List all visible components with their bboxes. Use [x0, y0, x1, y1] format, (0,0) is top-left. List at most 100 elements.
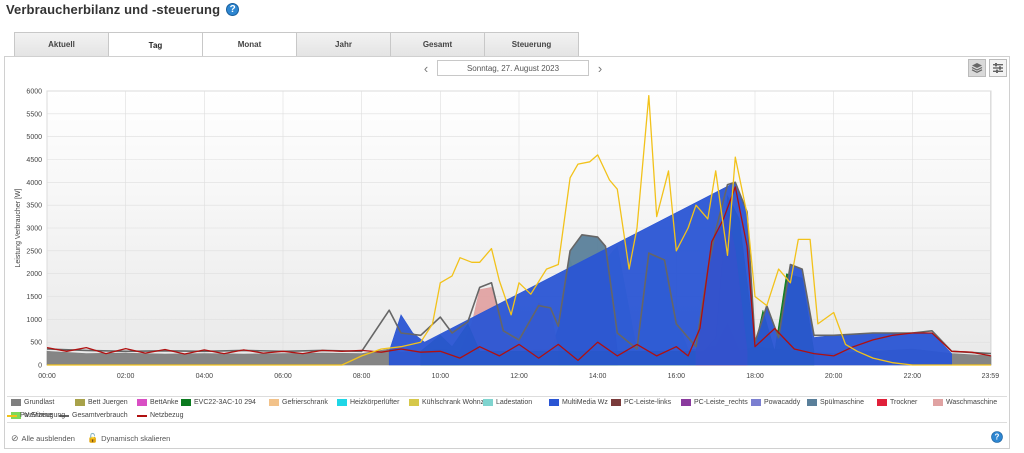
y-tick-label: 4500 — [26, 157, 42, 164]
legend-item-heizk-rperl-fter[interactable]: Heizkörperlüfter — [337, 399, 399, 406]
legend-swatch — [751, 399, 761, 406]
legend-label: PV-Erzeugung — [20, 412, 66, 419]
legend-label: Gesamtverbrauch — [72, 412, 128, 419]
legend-swatch — [181, 399, 191, 406]
legend-label: Waschmaschine — [946, 399, 998, 406]
legend-swatch — [75, 399, 85, 406]
layers-view-button[interactable] — [968, 59, 986, 77]
y-tick-label: 3000 — [26, 226, 42, 233]
hide-all-button[interactable]: ⊘ Alle ausblenden — [11, 433, 75, 444]
y-tick-label: 1500 — [26, 294, 42, 301]
help-icon[interactable]: ? — [991, 431, 1003, 443]
list-settings-icon — [993, 63, 1003, 73]
chart-footer: ⊘ Alle ausblenden 🔓 Dynamisch skalieren — [11, 433, 182, 444]
eye-slash-icon: ⊘ — [11, 433, 19, 443]
legend-swatch — [409, 399, 419, 406]
x-tick-label: 08:00 — [353, 373, 371, 380]
legend-item-multimedia-wz[interactable]: MultiMedia Wz — [549, 399, 608, 406]
legend-item-powacaddy[interactable]: Powacaddy — [751, 399, 800, 406]
y-tick-label: 4000 — [26, 180, 42, 187]
x-tick-label: 14:00 — [589, 373, 607, 380]
svg-text:?: ? — [995, 433, 1000, 442]
legend-label: Bett Juergen — [88, 399, 128, 406]
legend-label: Netzbezug — [150, 412, 184, 419]
tab-steuerung[interactable]: Steuerung — [484, 32, 579, 56]
x-tick-label: 06:00 — [274, 373, 292, 380]
y-tick-label: 5000 — [26, 134, 42, 141]
x-tick-label: 02:00 — [117, 373, 135, 380]
dynamic-scale-label: Dynamisch skalieren — [101, 434, 171, 443]
legend-swatch — [877, 399, 887, 406]
y-axis-label: Leistung Verbraucher [W] — [15, 188, 22, 267]
tab-tag[interactable]: Tag — [108, 32, 203, 57]
date-navigator: ‹ Sonntag, 27. August 2023 › — [419, 60, 607, 76]
x-tick-label: 16:00 — [668, 373, 686, 380]
legend-item-evc22-3ac-10-294[interactable]: EVC22-3AC-10 294 — [181, 399, 256, 406]
y-tick-label: 2500 — [26, 248, 42, 255]
legend-label: Ladestation — [496, 399, 533, 406]
tab-bar: Aktuell Tag Monat Jahr Gesamt Steuerung — [14, 32, 579, 57]
series-gesamtverbrauch-line — [46, 181, 992, 355]
legend-swatch — [7, 414, 17, 417]
legend-swatch — [269, 399, 279, 406]
legend-item-gefrierschrank[interactable]: Gefrierschrank — [269, 399, 328, 406]
legend-label: MultiMedia Wz — [562, 399, 608, 406]
series-pv-erzeugung-line — [47, 94, 991, 366]
legend-swatch — [483, 399, 493, 406]
legend-label: Grundlast — [24, 399, 55, 406]
tab-aktuell[interactable]: Aktuell — [14, 32, 109, 56]
legend-item-pv-erzeugung[interactable]: PV-Erzeugung — [7, 412, 65, 419]
legend-item-k-hlschrank-wohnz[interactable]: Kühlschrank Wohnz — [409, 399, 484, 406]
y-tick-label: 2000 — [26, 271, 42, 278]
legend-item-gesamtverbrauch[interactable]: Gesamtverbrauch — [59, 412, 128, 419]
chart-legend: Grundlast Bett Juergen BettAnke EVC22-3AC-1… — [7, 396, 1007, 423]
date-field[interactable]: Sonntag, 27. August 2023 — [437, 60, 589, 76]
legend-item-netzbezug[interactable]: Netzbezug — [137, 412, 183, 419]
x-tick-label: 18:00 — [746, 373, 764, 380]
legend-item-trockner[interactable]: Trockner — [877, 399, 917, 406]
legend-label: PC-Leiste_rechts — [694, 399, 748, 406]
page-header: Verbraucherbilanz und -steuerung ? — [6, 0, 240, 18]
unlock-icon: 🔓 — [86, 433, 99, 443]
tab-gesamt[interactable]: Gesamt — [390, 32, 485, 56]
dynamic-scale-button[interactable]: 🔓 Dynamisch skalieren — [87, 433, 170, 444]
x-tick-label: 22:00 — [904, 373, 922, 380]
legend-label: EVC22-3AC-10 294 — [194, 399, 256, 406]
page-title: Verbraucherbilanz und -steuerung — [6, 1, 221, 17]
legend-swatch — [11, 399, 21, 406]
x-tick-label: 04:00 — [196, 373, 214, 380]
legend-swatch — [681, 399, 691, 406]
legend-label: PC-Leiste-links — [624, 399, 672, 406]
y-tick-label: 5500 — [26, 111, 42, 118]
tab-jahr[interactable]: Jahr — [296, 32, 391, 56]
list-settings-button[interactable] — [989, 59, 1007, 77]
x-tick-label: 10:00 — [432, 373, 450, 380]
prev-day-button[interactable]: ‹ — [423, 60, 429, 76]
x-tick-label: 23:59 — [982, 373, 1000, 380]
series-netzbezug-line — [46, 186, 992, 362]
legend-item-pc-leiste-links[interactable]: PC-Leiste-links — [611, 399, 671, 406]
legend-item-grundlast[interactable]: Grundlast — [11, 399, 54, 406]
y-tick-label: 500 — [30, 340, 42, 347]
legend-label: Kühlschrank Wohnz — [422, 399, 485, 406]
x-tick-label: 20:00 — [825, 373, 843, 380]
legend-swatch — [137, 414, 147, 417]
tab-monat[interactable]: Monat — [202, 32, 297, 56]
legend-item-pc-leiste-rechts[interactable]: PC-Leiste_rechts — [681, 399, 748, 406]
legend-label: BettAnke — [150, 399, 179, 406]
legend-item-bettanke[interactable]: BettAnke — [137, 399, 178, 406]
help-icon[interactable]: ? — [226, 2, 240, 16]
y-tick-label: 3500 — [26, 203, 42, 210]
next-day-button[interactable]: › — [597, 60, 603, 76]
legend-item-ladestation[interactable]: Ladestation — [483, 399, 532, 406]
x-tick-label: 00:00 — [38, 373, 56, 380]
y-tick-label: 0 — [38, 363, 42, 370]
y-tick-label: 6000 — [26, 89, 42, 96]
legend-label: Powacaddy — [764, 399, 801, 406]
hide-all-label: Alle ausblenden — [21, 434, 75, 443]
legend-label: wzVitrine — [24, 412, 53, 419]
legend-item-sp-lmaschine[interactable]: Spülmaschine — [807, 399, 864, 406]
legend-item-bett-juergen[interactable]: Bett Juergen — [75, 399, 128, 406]
legend-swatch — [807, 399, 817, 406]
legend-item-waschmaschine[interactable]: Waschmaschine — [933, 399, 997, 406]
